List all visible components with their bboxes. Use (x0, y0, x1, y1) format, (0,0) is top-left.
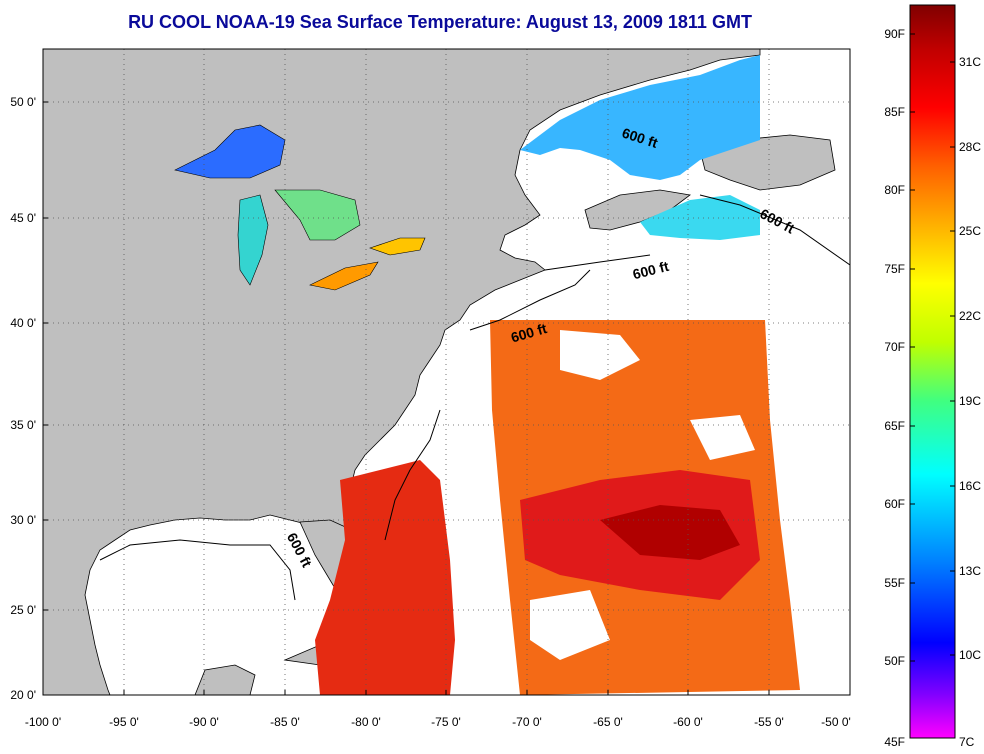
isobath-600ft (384, 409, 441, 541)
lat-tick-label: 30 0' (10, 513, 36, 527)
land-north-america (43, 49, 761, 695)
longitude-labels: -100 0' -95 0' -90 0' -85 0' -80 0' -75 … (25, 715, 851, 729)
colorbar-celsius-labels: 31C 28C 25C 22C 19C 16C 13C 10C 7C (959, 55, 981, 749)
fahrenheit-label: 75F (884, 262, 905, 276)
lon-tick-label: -70 0' (512, 715, 542, 729)
isobath-600ft (544, 254, 651, 271)
sst-gulf-stream-west (315, 460, 455, 695)
fahrenheit-label: 50F (884, 654, 905, 668)
fahrenheit-label: 55F (884, 576, 905, 590)
lon-tick-label: -80 0' (351, 715, 381, 729)
colorbar (909, 4, 956, 739)
fahrenheit-label: 80F (884, 183, 905, 197)
celsius-label: 13C (959, 564, 981, 578)
lake-ontario (369, 237, 426, 256)
celsius-label: 22C (959, 309, 981, 323)
sst-scotian-shelf (640, 195, 760, 240)
lon-tick-label: -85 0' (270, 715, 300, 729)
lon-tick-label: -60 0' (673, 715, 703, 729)
lon-tick-label: -90 0' (189, 715, 219, 729)
isobath-600ft (469, 269, 591, 331)
celsius-label: 31C (959, 55, 981, 69)
lon-tick-label: -50 0' (821, 715, 851, 729)
lat-tick-label: 50 0' (10, 95, 36, 109)
celsius-label: 25C (959, 224, 981, 238)
fahrenheit-label: 70F (884, 340, 905, 354)
lat-tick-label: 45 0' (10, 211, 36, 225)
fahrenheit-label: 85F (884, 105, 905, 119)
lat-tick-label: 35 0' (10, 418, 36, 432)
land-yucatan (194, 664, 256, 695)
celsius-label: 19C (959, 394, 981, 408)
fahrenheit-label: 45F (884, 735, 905, 749)
map-title: RU COOL NOAA-19 Sea Surface Temperature:… (128, 12, 752, 32)
lon-tick-label: -95 0' (109, 715, 139, 729)
sst-hot-core (600, 505, 740, 560)
fahrenheit-label: 60F (884, 497, 905, 511)
isobath-600ft (99, 539, 296, 601)
cloud-patch (530, 590, 610, 660)
lat-tick-label: 20 0' (10, 688, 36, 702)
colorbar-fahrenheit-labels: 90F 85F 80F 75F 70F 65F 60F 55F 50F 45F (884, 27, 905, 749)
celsius-label: 28C (959, 140, 981, 154)
lon-tick-label: -100 0' (25, 715, 61, 729)
lon-tick-label: -75 0' (431, 715, 461, 729)
fahrenheit-label: 65F (884, 419, 905, 433)
lat-tick-label: 40 0' (10, 316, 36, 330)
fahrenheit-label: 90F (884, 27, 905, 41)
colorbar-ticks (910, 33, 955, 662)
isobath-600ft (699, 194, 850, 266)
lon-tick-label: -55 0' (754, 715, 784, 729)
tick-marks (42, 101, 851, 696)
celsius-label: 7C (959, 735, 975, 749)
cloud-patch (560, 330, 640, 380)
sst-gulf-st-lawrence (520, 55, 760, 180)
lat-tick-label: 25 0' (10, 603, 36, 617)
lake-erie (309, 261, 379, 291)
latitude-labels: 50 0' 45 0' 40 0' 35 0' 30 0' 25 0' 20 0… (10, 95, 36, 702)
celsius-label: 10C (959, 648, 981, 662)
lake-michigan (237, 194, 269, 286)
lake-huron (274, 189, 361, 241)
cloud-patch (690, 415, 755, 460)
celsius-label: 16C (959, 479, 981, 493)
lon-tick-label: -65 0' (593, 715, 623, 729)
